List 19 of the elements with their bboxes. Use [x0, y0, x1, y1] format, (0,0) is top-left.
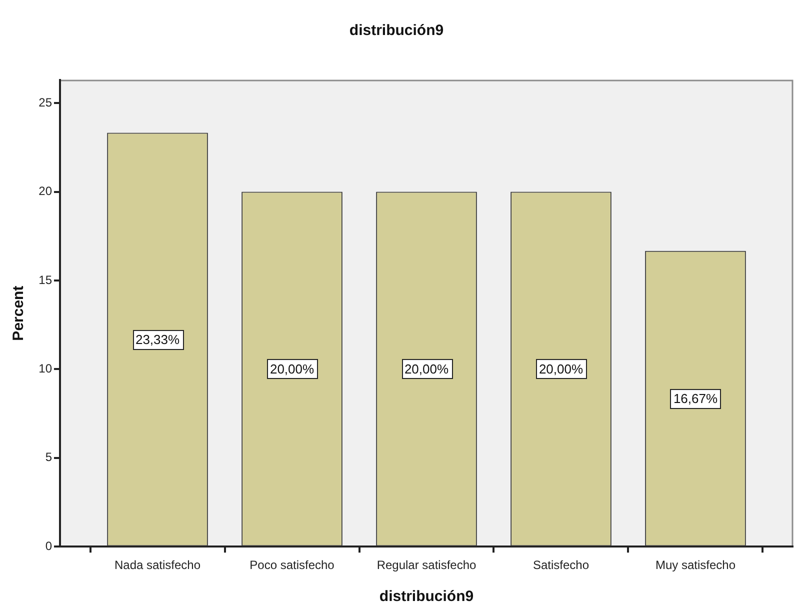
data-label: 20,00% — [270, 362, 314, 377]
y-tick-label: 15 — [38, 272, 52, 287]
y-axis-title: Percent — [10, 286, 28, 341]
data-label: 20,00% — [538, 362, 584, 377]
x-tick-label: Poco satisfecho — [250, 558, 335, 572]
y-tick-label: 25 — [38, 95, 52, 110]
data-label: 20,00% — [404, 362, 449, 377]
y-tick-label: 10 — [38, 362, 52, 376]
x-tick-label: Regular satisfecho — [376, 558, 477, 572]
x-tick-label: Nada satisfecho — [114, 558, 201, 572]
chart-title: distribución9 — [349, 22, 444, 40]
x-tick-label: Satisfecho — [532, 558, 590, 572]
x-axis-title: distribución9 — [379, 588, 474, 606]
y-tick-label: 5 — [45, 450, 52, 464]
x-tick-label: Muy satisfecho — [655, 558, 736, 572]
data-label: 23,33% — [135, 332, 180, 347]
y-tick-label: 20 — [38, 184, 52, 198]
data-label: 16,67% — [673, 391, 718, 406]
y-tick-label: 0 — [45, 538, 52, 553]
